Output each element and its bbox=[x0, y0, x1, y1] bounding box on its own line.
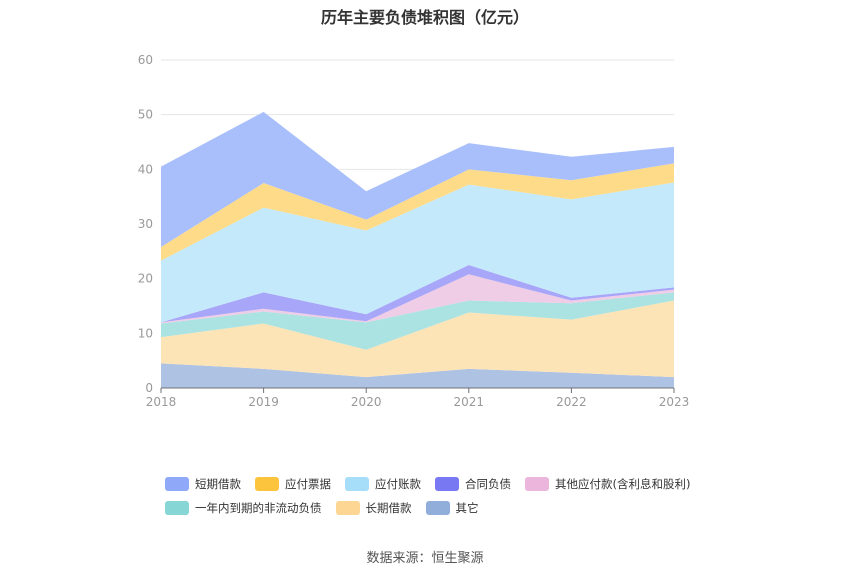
y-tick-label: 50 bbox=[138, 108, 153, 122]
stacked-area-chart: 0 10 20 30 40 50 60 2018 2019 2020 2021 2022 2023 bbox=[138, 53, 690, 409]
legend: 短期借款 应付票据 应付账款 合同负债 其他应付款(含利息和股利) 一年内到期的非流动负债… bbox=[165, 473, 725, 521]
legend-label: 应付账款 bbox=[375, 477, 421, 491]
x-tick-label: 2021 bbox=[454, 395, 485, 409]
legend-label: 应付票据 bbox=[285, 477, 331, 491]
legend-label: 其他应付款(含利息和股利) bbox=[555, 477, 691, 491]
x-tick-label: 2023 bbox=[659, 395, 690, 409]
legend-row: 一年内到期的非流动负债 长期借款 其它 bbox=[165, 497, 725, 519]
legend-item[interactable]: 短期借款 bbox=[165, 476, 241, 492]
x-tick-label: 2018 bbox=[146, 395, 177, 409]
legend-item[interactable]: 其它 bbox=[425, 500, 479, 516]
area-应付票据 bbox=[161, 163, 674, 261]
data-source: 数据来源：恒生聚源 bbox=[366, 551, 484, 566]
legend-item[interactable]: 一年内到期的非流动负债 bbox=[165, 500, 322, 516]
legend-swatch bbox=[335, 501, 360, 515]
legend-swatch bbox=[165, 501, 189, 515]
x-tick-label: 2019 bbox=[248, 395, 279, 409]
y-tick-label: 10 bbox=[138, 326, 153, 340]
legend-item[interactable]: 其他应付款(含利息和股利) bbox=[525, 476, 690, 492]
chart-title: 历年主要负债堆积图（亿元） bbox=[320, 8, 529, 27]
y-tick-label: 30 bbox=[138, 217, 153, 231]
area-长期借款 bbox=[161, 300, 674, 378]
y-tick-label: 40 bbox=[138, 162, 153, 176]
area-一年内到期的非流动负债 bbox=[161, 292, 674, 350]
legend-swatch bbox=[435, 477, 459, 491]
area-应付账款 bbox=[161, 182, 674, 323]
legend-label: 合同负债 bbox=[465, 477, 511, 491]
legend-label: 短期借款 bbox=[195, 477, 241, 491]
legend-item[interactable]: 合同负债 bbox=[435, 476, 511, 492]
y-tick-label: 20 bbox=[138, 272, 153, 286]
x-tick-label: 2022 bbox=[556, 395, 587, 409]
legend-swatch bbox=[425, 501, 450, 515]
legend-item[interactable]: 应付票据 bbox=[255, 476, 331, 492]
legend-swatch bbox=[345, 477, 369, 491]
y-tick-label: 60 bbox=[138, 53, 153, 67]
legend-item[interactable]: 应付账款 bbox=[345, 476, 421, 492]
legend-swatch bbox=[255, 477, 279, 491]
legend-swatch bbox=[165, 477, 189, 491]
legend-item[interactable]: 长期借款 bbox=[335, 500, 412, 516]
axes: 0 10 20 30 40 50 60 2018 2019 2020 2021 2022 2023 bbox=[138, 53, 690, 409]
legend-swatch bbox=[525, 477, 549, 491]
area-短期借款 bbox=[161, 111, 674, 247]
legend-label: 长期借款 bbox=[365, 501, 412, 515]
legend-label: 其它 bbox=[455, 501, 479, 515]
x-tick-label: 2020 bbox=[351, 395, 382, 409]
y-tick-label: 0 bbox=[145, 381, 153, 395]
area-其它 bbox=[161, 363, 674, 388]
area-合同负债 bbox=[161, 265, 674, 323]
area-series bbox=[161, 111, 674, 388]
area-其他应付款(含利息和股利) bbox=[161, 274, 674, 324]
legend-row: 短期借款 应付票据 应付账款 合同负债 其他应付款(含利息和股利) bbox=[165, 473, 725, 495]
legend-label: 一年内到期的非流动负债 bbox=[195, 501, 322, 515]
